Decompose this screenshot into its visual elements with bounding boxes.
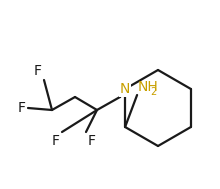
Text: NH: NH [138,80,159,94]
Text: F: F [52,134,60,148]
Text: F: F [34,64,42,78]
Text: 2: 2 [150,87,156,97]
Text: F: F [18,101,26,115]
Text: N: N [120,82,130,96]
Text: F: F [88,134,96,148]
